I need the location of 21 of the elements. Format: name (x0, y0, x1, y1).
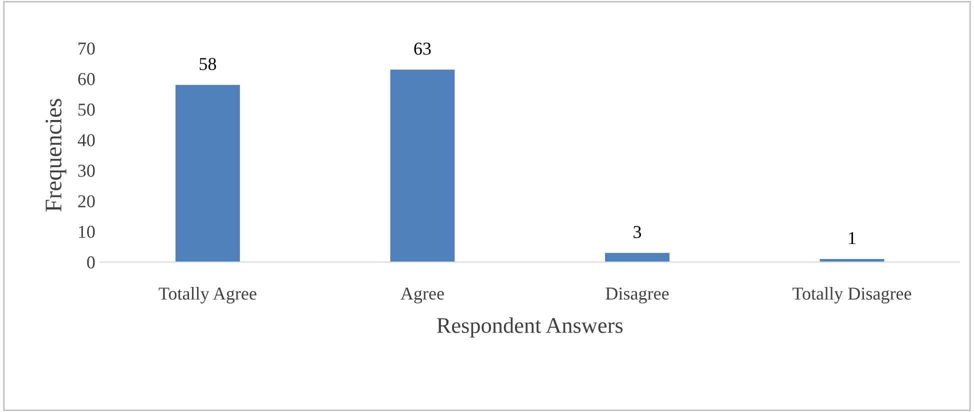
y-tick-label: 60 (78, 73, 95, 86)
x-tick-label: Disagree (606, 288, 669, 304)
bar (605, 252, 670, 262)
y-axis-title: Frequencies (46, 98, 66, 212)
bar (390, 70, 455, 262)
y-tick-label: 70 (78, 42, 95, 55)
x-axis-title: Respondent Answers (436, 317, 623, 338)
y-tick-label: 10 (78, 226, 95, 238)
data-label: 3 (634, 226, 642, 238)
x-tick-label: Agree (400, 288, 444, 304)
x-tick-label: Totally Disagree (792, 287, 912, 304)
y-tick-label: 40 (78, 134, 95, 146)
y-tick-label: 50 (78, 104, 95, 116)
data-label: 58 (200, 58, 216, 70)
y-tick-label: 20 (78, 195, 95, 208)
y-tick-label: 0 (87, 256, 95, 268)
x-tick-label: Totally Agree (158, 287, 256, 304)
data-label: 63 (414, 42, 431, 55)
data-label: 1 (849, 232, 856, 244)
y-tick-label: 30 (78, 164, 95, 177)
bar (175, 84, 240, 262)
